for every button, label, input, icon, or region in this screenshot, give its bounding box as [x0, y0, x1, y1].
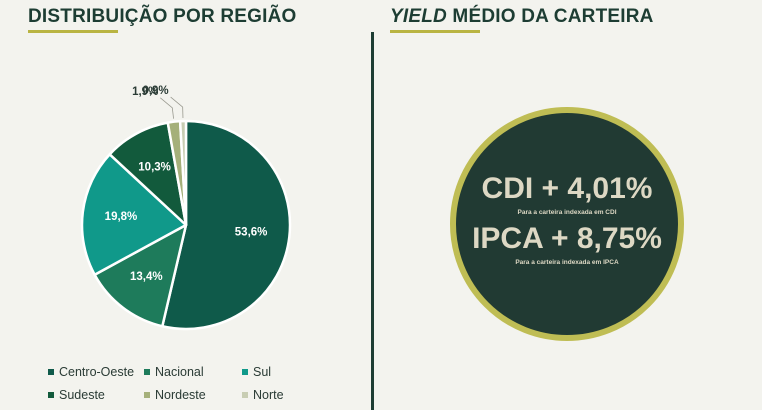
pie-label-3: 10,3% [138, 162, 171, 174]
yield-circle: CDI + 4,01% Para a carteira indexada em … [450, 107, 684, 341]
legend-item-2: Sul [242, 365, 342, 379]
legend-label-2: Sul [253, 365, 272, 379]
pie-chart: 53,6% 13,4% 19,8% 10,3% 1,9%0,9% [80, 85, 292, 331]
region-title-underline [28, 30, 118, 33]
pie-slice-5 [178, 119, 188, 227]
legend-item-1: Nacional [144, 365, 242, 379]
yield-title-underline [390, 30, 480, 33]
legend-swatch-2 [242, 369, 248, 375]
pie-leader-line-5 [170, 96, 184, 119]
cdi-yield-caption: Para a carteira indexada em CDI [517, 209, 617, 216]
pie-slice-2 [80, 153, 188, 276]
legend-swatch-1 [144, 369, 150, 375]
legend-label-3: Sudeste [59, 388, 105, 402]
section-divider [371, 32, 374, 410]
legend-label-0: Centro-Oeste [59, 365, 135, 379]
cdi-yield-value: CDI + 4,01% [481, 172, 653, 205]
legend-label-5: Norte [253, 388, 284, 402]
pie-label-0: 53,6% [235, 227, 268, 239]
legend-swatch-0 [48, 369, 54, 375]
legend-label-1: Nacional [155, 365, 204, 379]
pie-slice-1 [93, 223, 188, 328]
pie-label-2: 19,8% [105, 211, 138, 223]
ipca-yield-caption: Para a carteira indexada em IPCA [515, 259, 619, 266]
pie-label-1: 13,4% [130, 271, 163, 283]
legend-swatch-3 [48, 392, 54, 398]
region-section-title: DISTRIBUIÇÃO POR REGIÃO [28, 6, 297, 27]
pie-label-5: 0,9% [142, 85, 168, 97]
legend-swatch-5 [242, 392, 248, 398]
legend-item-3: Sudeste [48, 388, 144, 402]
pie-label-4: 1,9% [132, 86, 158, 98]
yield-section-title: YIELD MÉDIO DA CARTEIRA [390, 6, 654, 28]
legend-item-5: Norte [242, 388, 342, 402]
yield-title-italic: YIELD [390, 6, 447, 27]
pie-leader-line-4 [160, 97, 174, 119]
yield-title-rest: MÉDIO DA CARTEIRA [446, 6, 654, 27]
pie-slice-0 [161, 119, 292, 331]
pie-legend: Centro-Oeste Nacional Sul Sudeste Nordeste No… [48, 365, 358, 402]
legend-item-4: Nordeste [144, 388, 242, 402]
legend-label-4: Nordeste [155, 388, 206, 402]
ipca-yield-value: IPCA + 8,75% [472, 222, 662, 255]
legend-item-0: Centro-Oeste [48, 365, 144, 379]
legend-swatch-4 [144, 392, 150, 398]
